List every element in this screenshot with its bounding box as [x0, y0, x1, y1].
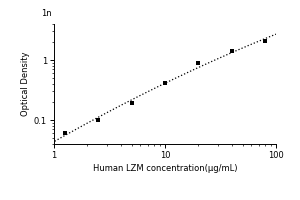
- Point: [96, 119, 100, 122]
- Text: 1n: 1n: [40, 9, 51, 18]
- X-axis label: Human LZM concentration(μg/mL): Human LZM concentration(μg/mL): [93, 164, 237, 173]
- Point: [263, 39, 268, 42]
- Point: [62, 131, 67, 134]
- Point: [196, 62, 201, 65]
- Point: [163, 81, 167, 84]
- Point: [129, 102, 134, 105]
- Y-axis label: Optical Density: Optical Density: [21, 52, 30, 116]
- Point: [230, 50, 234, 53]
